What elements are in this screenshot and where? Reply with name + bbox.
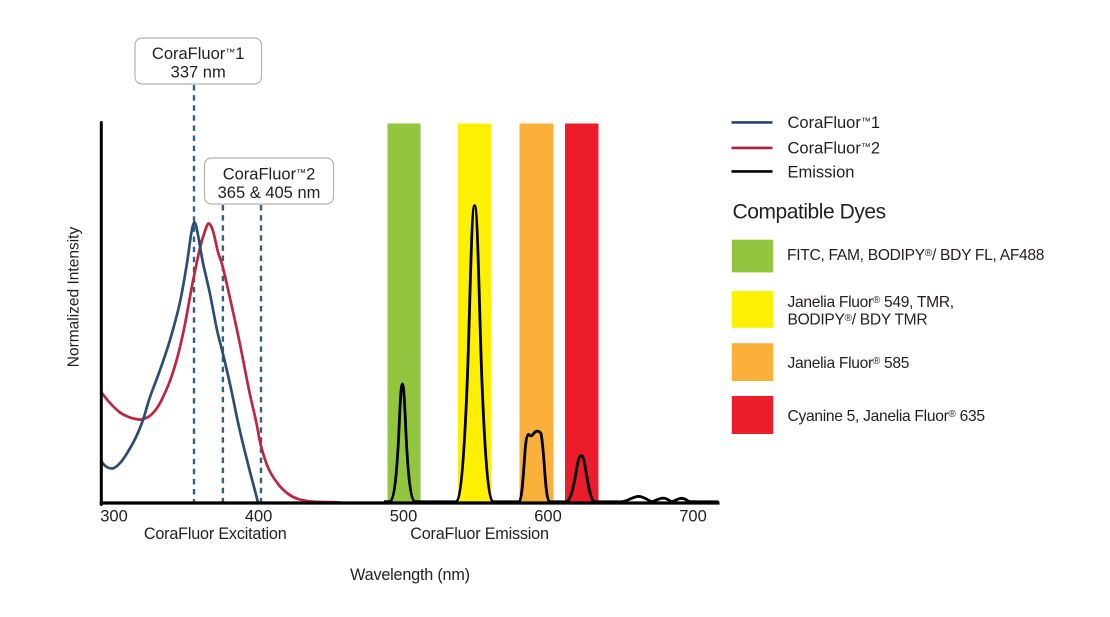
svg-text:CoraFluor™2: CoraFluor™2 [223,165,316,183]
svg-text:Compatible Dyes: Compatible Dyes [733,200,886,223]
svg-text:600: 600 [534,508,562,526]
svg-text:Janelia Fluor® 549, TMR,: Janelia Fluor® 549, TMR, [788,294,954,311]
svg-text:Normalized Intensity: Normalized Intensity [66,227,83,368]
svg-text:Wavelength (nm): Wavelength (nm) [350,566,470,584]
svg-text:700: 700 [679,508,707,526]
svg-text:Emission: Emission [788,163,855,181]
svg-text:300: 300 [100,508,128,526]
svg-text:400: 400 [245,508,273,526]
svg-text:500: 500 [390,508,418,526]
svg-text:FITC, FAM, BODIPY®/ BDY FL, AF: FITC, FAM, BODIPY®/ BDY FL, AF488 [787,247,1044,264]
svg-text:CoraFluor™1: CoraFluor™1 [152,45,245,63]
svg-text:CoraFluor™2: CoraFluor™2 [788,140,881,158]
svg-text:CoraFluor Emission: CoraFluor Emission [410,525,549,543]
svg-text:CoraFluor™1: CoraFluor™1 [788,114,881,132]
svg-text:365 & 405 nm: 365 & 405 nm [218,184,321,202]
svg-text:337 nm: 337 nm [171,64,226,82]
svg-text:Cyanine 5, Janelia Fluor® 635: Cyanine 5, Janelia Fluor® 635 [788,408,986,425]
svg-text:CoraFluor Excitation: CoraFluor Excitation [144,525,287,543]
svg-text:Janelia Fluor® 585: Janelia Fluor® 585 [788,355,910,372]
svg-text:BODIPY®/ BDY TMR: BODIPY®/ BDY TMR [788,312,928,329]
